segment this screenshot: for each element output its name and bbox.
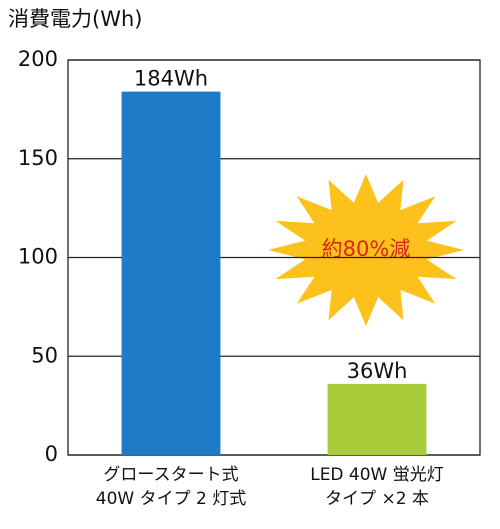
value-label: 184Wh <box>134 67 208 91</box>
plot-frame <box>67 59 481 456</box>
y-tick-label: 0 <box>45 442 58 466</box>
y-tick-label: 150 <box>18 146 58 170</box>
x-tick-label: グロースタート式 <box>103 465 238 485</box>
y-tick-label: 50 <box>31 343 58 367</box>
bar <box>327 383 427 455</box>
bar <box>121 91 221 455</box>
x-tick-label: LED 40W 蛍光灯 <box>310 465 444 485</box>
starburst <box>268 174 464 326</box>
x-tick-label: タイプ ×2 本 <box>325 489 429 509</box>
y-axis-title: 消費電力(Wh) <box>8 7 142 31</box>
y-tick-label: 100 <box>18 245 58 269</box>
value-label: 36Wh <box>347 359 408 383</box>
y-tick-label: 200 <box>18 47 58 71</box>
x-tick-label: 40W タイプ 2 灯式 <box>96 489 246 509</box>
